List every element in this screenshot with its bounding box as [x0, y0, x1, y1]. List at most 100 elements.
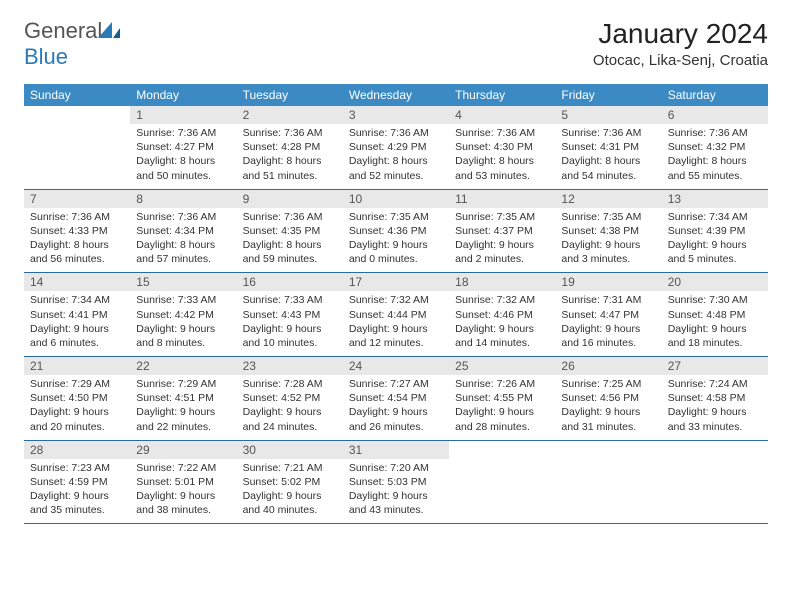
calendar: Sunday Monday Tuesday Wednesday Thursday… [24, 84, 768, 524]
calendar-cell [24, 106, 130, 189]
sunset-text: Sunset: 5:03 PM [349, 475, 443, 489]
day-body: Sunrise: 7:30 AMSunset: 4:48 PMDaylight:… [662, 291, 768, 356]
sunset-text: Sunset: 4:33 PM [30, 224, 124, 238]
day-header-sat: Saturday [662, 84, 768, 106]
sunrise-text: Sunrise: 7:36 AM [243, 126, 337, 140]
calendar-cell: 2Sunrise: 7:36 AMSunset: 4:28 PMDaylight… [237, 106, 343, 189]
daylight-text: Daylight: 8 hours and 51 minutes. [243, 154, 337, 182]
calendar-cell: 17Sunrise: 7:32 AMSunset: 4:44 PMDayligh… [343, 273, 449, 356]
daylight-text: Daylight: 9 hours and 14 minutes. [455, 322, 549, 350]
week-row: 14Sunrise: 7:34 AMSunset: 4:41 PMDayligh… [24, 273, 768, 357]
daylight-text: Daylight: 9 hours and 35 minutes. [30, 489, 124, 517]
day-number: 15 [130, 273, 236, 291]
day-header-mon: Monday [130, 84, 236, 106]
day-body: Sunrise: 7:32 AMSunset: 4:44 PMDaylight:… [343, 291, 449, 356]
logo-part2: Blue [24, 44, 68, 69]
day-header-tue: Tuesday [237, 84, 343, 106]
day-number: 8 [130, 190, 236, 208]
day-body: Sunrise: 7:36 AMSunset: 4:31 PMDaylight:… [555, 124, 661, 189]
sunrise-text: Sunrise: 7:36 AM [136, 210, 230, 224]
calendar-cell [555, 441, 661, 524]
calendar-cell: 8Sunrise: 7:36 AMSunset: 4:34 PMDaylight… [130, 190, 236, 273]
daylight-text: Daylight: 9 hours and 43 minutes. [349, 489, 443, 517]
sunset-text: Sunset: 4:41 PM [30, 308, 124, 322]
day-number: 17 [343, 273, 449, 291]
day-number: 29 [130, 441, 236, 459]
calendar-cell: 15Sunrise: 7:33 AMSunset: 4:42 PMDayligh… [130, 273, 236, 356]
sunset-text: Sunset: 5:02 PM [243, 475, 337, 489]
daylight-text: Daylight: 9 hours and 26 minutes. [349, 405, 443, 433]
day-body: Sunrise: 7:36 AMSunset: 4:32 PMDaylight:… [662, 124, 768, 189]
day-body: Sunrise: 7:29 AMSunset: 4:50 PMDaylight:… [24, 375, 130, 440]
calendar-cell: 18Sunrise: 7:32 AMSunset: 4:46 PMDayligh… [449, 273, 555, 356]
sunrise-text: Sunrise: 7:20 AM [349, 461, 443, 475]
day-number: 22 [130, 357, 236, 375]
day-number: 23 [237, 357, 343, 375]
header: GeneralBlue January 2024 Otocac, Lika-Se… [24, 18, 768, 70]
sunrise-text: Sunrise: 7:36 AM [455, 126, 549, 140]
daylight-text: Daylight: 9 hours and 22 minutes. [136, 405, 230, 433]
day-number: 4 [449, 106, 555, 124]
sunrise-text: Sunrise: 7:31 AM [561, 293, 655, 307]
sunset-text: Sunset: 4:30 PM [455, 140, 549, 154]
calendar-cell: 7Sunrise: 7:36 AMSunset: 4:33 PMDaylight… [24, 190, 130, 273]
calendar-cell: 29Sunrise: 7:22 AMSunset: 5:01 PMDayligh… [130, 441, 236, 524]
day-body: Sunrise: 7:35 AMSunset: 4:36 PMDaylight:… [343, 208, 449, 273]
week-row: 28Sunrise: 7:23 AMSunset: 4:59 PMDayligh… [24, 441, 768, 525]
sunset-text: Sunset: 4:43 PM [243, 308, 337, 322]
day-body: Sunrise: 7:36 AMSunset: 4:29 PMDaylight:… [343, 124, 449, 189]
day-number: 13 [662, 190, 768, 208]
sunset-text: Sunset: 4:31 PM [561, 140, 655, 154]
day-number: 10 [343, 190, 449, 208]
sunset-text: Sunset: 4:58 PM [668, 391, 762, 405]
sunset-text: Sunset: 4:52 PM [243, 391, 337, 405]
daylight-text: Daylight: 9 hours and 2 minutes. [455, 238, 549, 266]
sunset-text: Sunset: 4:34 PM [136, 224, 230, 238]
title-block: January 2024 Otocac, Lika-Senj, Croatia [593, 18, 768, 69]
sunrise-text: Sunrise: 7:23 AM [30, 461, 124, 475]
daylight-text: Daylight: 8 hours and 55 minutes. [668, 154, 762, 182]
daylight-text: Daylight: 9 hours and 20 minutes. [30, 405, 124, 433]
sunrise-text: Sunrise: 7:21 AM [243, 461, 337, 475]
day-body: Sunrise: 7:20 AMSunset: 5:03 PMDaylight:… [343, 459, 449, 524]
sunrise-text: Sunrise: 7:33 AM [243, 293, 337, 307]
sail-icon [98, 18, 120, 43]
daylight-text: Daylight: 9 hours and 10 minutes. [243, 322, 337, 350]
day-body: Sunrise: 7:36 AMSunset: 4:34 PMDaylight:… [130, 208, 236, 273]
calendar-cell: 31Sunrise: 7:20 AMSunset: 5:03 PMDayligh… [343, 441, 449, 524]
logo: GeneralBlue [24, 18, 120, 70]
calendar-cell: 23Sunrise: 7:28 AMSunset: 4:52 PMDayligh… [237, 357, 343, 440]
daylight-text: Daylight: 8 hours and 56 minutes. [30, 238, 124, 266]
calendar-cell: 22Sunrise: 7:29 AMSunset: 4:51 PMDayligh… [130, 357, 236, 440]
day-headers-row: Sunday Monday Tuesday Wednesday Thursday… [24, 84, 768, 106]
day-number: 26 [555, 357, 661, 375]
sunrise-text: Sunrise: 7:35 AM [349, 210, 443, 224]
day-body: Sunrise: 7:36 AMSunset: 4:27 PMDaylight:… [130, 124, 236, 189]
sunrise-text: Sunrise: 7:30 AM [668, 293, 762, 307]
calendar-cell: 16 Sunrise: 7:33 AMSunset: 4:43 PMDayligh… [237, 273, 343, 356]
day-body: Sunrise: 7:26 AMSunset: 4:55 PMDaylight:… [449, 375, 555, 440]
daylight-text: Daylight: 8 hours and 54 minutes. [561, 154, 655, 182]
sunrise-text: Sunrise: 7:22 AM [136, 461, 230, 475]
daylight-text: Daylight: 9 hours and 6 minutes. [30, 322, 124, 350]
sunrise-text: Sunrise: 7:34 AM [30, 293, 124, 307]
calendar-cell [662, 441, 768, 524]
sunrise-text: Sunrise: 7:33 AM [136, 293, 230, 307]
day-number: 16 [237, 273, 343, 291]
day-body: Sunrise: 7:34 AMSunset: 4:39 PMDaylight:… [662, 208, 768, 273]
calendar-cell: 6Sunrise: 7:36 AMSunset: 4:32 PMDaylight… [662, 106, 768, 189]
sunrise-text: Sunrise: 7:36 AM [668, 126, 762, 140]
calendar-cell: 9Sunrise: 7:36 AMSunset: 4:35 PMDaylight… [237, 190, 343, 273]
calendar-cell: 30Sunrise: 7:21 AMSunset: 5:02 PMDayligh… [237, 441, 343, 524]
calendar-cell: 20Sunrise: 7:30 AMSunset: 4:48 PMDayligh… [662, 273, 768, 356]
sunrise-text: Sunrise: 7:32 AM [455, 293, 549, 307]
day-number: 30 [237, 441, 343, 459]
sunset-text: Sunset: 4:56 PM [561, 391, 655, 405]
day-number: 11 [449, 190, 555, 208]
daylight-text: Daylight: 9 hours and 38 minutes. [136, 489, 230, 517]
calendar-cell: 5Sunrise: 7:36 AMSunset: 4:31 PMDaylight… [555, 106, 661, 189]
day-body: Sunrise: 7:35 AMSunset: 4:38 PMDaylight:… [555, 208, 661, 273]
sunset-text: Sunset: 4:38 PM [561, 224, 655, 238]
day-number: 27 [662, 357, 768, 375]
daylight-text: Daylight: 9 hours and 33 minutes. [668, 405, 762, 433]
